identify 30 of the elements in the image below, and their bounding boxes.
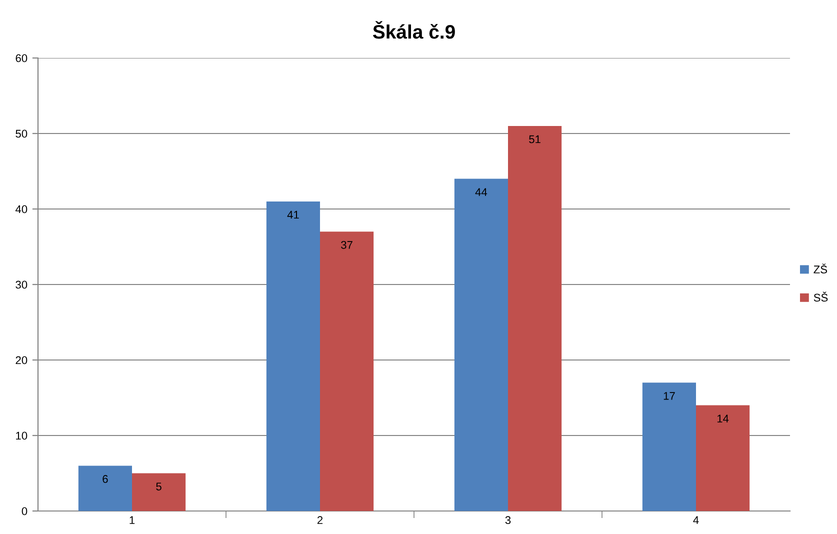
y-tick-label: 50 xyxy=(16,130,28,138)
data-label: 14 xyxy=(717,414,729,422)
bar xyxy=(320,232,374,511)
data-label: 37 xyxy=(341,241,352,249)
bar xyxy=(642,382,696,511)
data-label: 6 xyxy=(102,475,108,483)
y-tick-label: 30 xyxy=(16,280,28,289)
x-tick-label: 3 xyxy=(505,516,511,524)
bar xyxy=(454,178,508,511)
legend-label: ZŠ xyxy=(814,264,828,274)
data-label: 44 xyxy=(475,188,488,196)
data-label: 17 xyxy=(664,392,675,400)
bar xyxy=(132,473,186,511)
bar xyxy=(696,405,750,511)
legend-label: SŠ xyxy=(814,292,828,302)
y-tick-label: 0 xyxy=(22,507,28,516)
x-tick-label: 1 xyxy=(130,516,135,524)
y-tick-label: 40 xyxy=(15,205,28,214)
data-label: 5 xyxy=(156,482,162,490)
x-tick-label: 4 xyxy=(693,516,699,524)
y-tick-label: 60 xyxy=(16,54,28,62)
y-tick-label: 20 xyxy=(16,356,28,364)
bar xyxy=(266,201,320,511)
data-label: 51 xyxy=(529,135,540,144)
x-tick-label: 2 xyxy=(317,516,323,524)
bar xyxy=(508,126,562,511)
bar xyxy=(78,466,132,511)
chart-title: Škála č.9 xyxy=(372,21,455,39)
y-tick-label: 10 xyxy=(16,432,28,440)
data-label: 41 xyxy=(287,210,299,219)
